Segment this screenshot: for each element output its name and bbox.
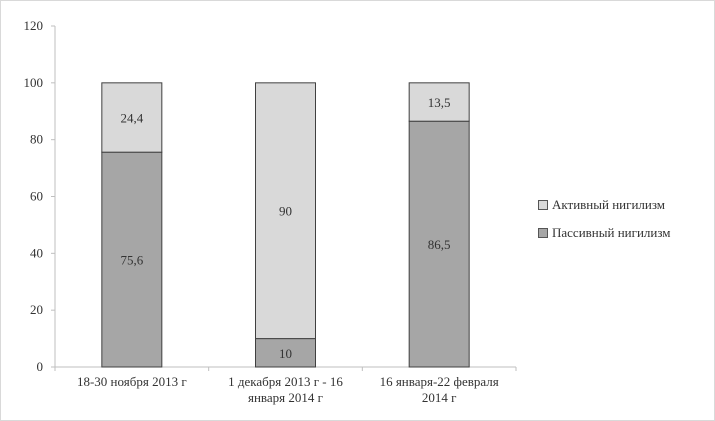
x-category-label: 16 января-22 февраля: [380, 374, 499, 389]
bar-active-2: [255, 82, 316, 340]
x-category-label: 1 декабря 2013 г - 16: [228, 374, 343, 389]
legend-swatch-passive: [538, 228, 548, 238]
y-tick-label: 100: [24, 75, 44, 90]
x-category-label: 2014 г: [422, 390, 457, 405]
y-tick-label: 80: [30, 132, 43, 147]
bar-active-1: [101, 82, 163, 153]
x-category-label: 18-30 ноября 2013 г: [77, 374, 187, 389]
data-label-passive-2: 10: [279, 346, 292, 361]
y-tick-label: 120: [24, 18, 44, 33]
y-tick-label: 40: [30, 245, 43, 260]
legend-label-passive: Пассивный нигилизм: [552, 225, 671, 240]
data-label-passive-1: 75,6: [120, 253, 143, 268]
legend-item-active: Активный нигилизм: [538, 191, 671, 219]
data-label-active-3: 13,5: [428, 95, 451, 110]
y-tick-label: 0: [37, 359, 44, 374]
bar-passive-1: [101, 151, 163, 368]
y-tick-label: 60: [30, 189, 43, 204]
x-category-label: января 2014 г: [248, 390, 323, 405]
data-label-passive-3: 86,5: [428, 237, 451, 252]
legend-item-passive: Пассивный нигилизм: [538, 219, 671, 247]
legend-swatch-active: [538, 200, 548, 210]
bar-active-3: [408, 82, 470, 122]
legend-label-active: Активный нигилизм: [552, 197, 666, 212]
data-label-active-2: 90: [279, 204, 292, 219]
legend: Активный нигилизм Пассивный нигилизм: [538, 191, 671, 247]
data-label-active-1: 24,4: [120, 111, 143, 126]
y-tick-label: 20: [30, 302, 43, 317]
